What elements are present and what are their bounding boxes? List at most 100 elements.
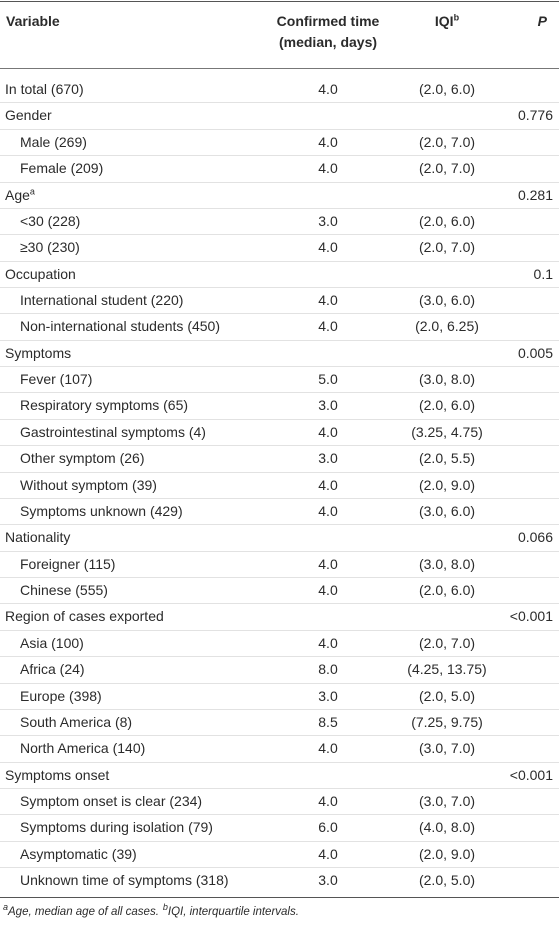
p-cell: 0.066 xyxy=(517,529,553,546)
row-rule xyxy=(0,603,559,605)
iqi-cell: (2.0, 6.0) xyxy=(418,81,476,97)
row-label-text: Symptoms onset xyxy=(5,766,110,783)
row-rule xyxy=(0,339,559,341)
row-rule xyxy=(0,761,559,763)
median-cell: 4.0 xyxy=(318,502,338,519)
row-rule xyxy=(0,260,559,262)
row-label-text: Age xyxy=(5,186,30,203)
row-label-text: Symptoms unknown (429) xyxy=(20,502,183,519)
iqi-cell: (2.0, 7.0) xyxy=(418,160,476,177)
footnote-mark: a xyxy=(3,902,9,913)
footnote: aAge, median age of all cases. xyxy=(3,903,159,918)
row-rule xyxy=(0,313,559,315)
row-label-text: Africa (24) xyxy=(20,661,85,678)
row-rule xyxy=(0,682,559,684)
row-label: <30 (228) xyxy=(20,211,80,231)
row-label-text: Male (269) xyxy=(20,133,87,150)
median-cell: 4.0 xyxy=(318,239,338,256)
iqi-cell: (2.0, 7.0) xyxy=(418,133,476,150)
iqi-cell: (3.0, 7.0) xyxy=(418,740,476,757)
median-cell: 4.0 xyxy=(318,793,338,809)
iqi-cell: (3.0, 6.0) xyxy=(418,292,476,308)
row-label: International student (220) xyxy=(20,290,183,310)
median-cell: 8.0 xyxy=(318,661,338,678)
row-rule xyxy=(0,550,559,552)
median-cell: 4.0 xyxy=(318,740,338,757)
iqi-cell: (2.0, 6.25) xyxy=(415,318,479,335)
row-rule xyxy=(0,814,559,816)
row-label: Without symptom (39) xyxy=(20,475,157,495)
iqi-cell: (2.0, 6.0) xyxy=(418,212,476,229)
row-rule xyxy=(0,524,559,526)
row-label: North America (140) xyxy=(20,738,145,758)
median-cell: 4.0 xyxy=(318,160,338,177)
row-label: Symptoms onset xyxy=(5,765,109,785)
row-label-text: International student (220) xyxy=(20,292,184,308)
footnote: bIQI, interquartile intervals. xyxy=(163,903,299,918)
row-label: Europe (398) xyxy=(20,686,102,706)
row-label-text: Chinese (555) xyxy=(20,582,108,598)
median-cell: 8.5 xyxy=(318,713,338,730)
footnote-mark: b xyxy=(162,902,168,913)
median-cell: 3.0 xyxy=(318,872,338,889)
footnote-text: Age, median age of all cases. xyxy=(8,906,159,918)
row-label: Foreigner (115) xyxy=(20,554,115,574)
p-cell: 0.776 xyxy=(517,107,553,124)
row-label: Gender xyxy=(5,105,52,125)
row-label-text: Fever (107) xyxy=(20,371,93,388)
row-label: Occupation xyxy=(5,264,76,284)
median-cell: 4.0 xyxy=(318,318,338,335)
iqi-cell: (3.25, 4.75) xyxy=(411,423,483,440)
row-label-text: Non-international students (450) xyxy=(20,318,221,335)
row-rule xyxy=(0,128,559,130)
iqi-cell: (2.0, 9.0) xyxy=(418,476,476,493)
row-label: Other symptom (26) xyxy=(20,448,144,468)
row-label: Fever (107) xyxy=(20,369,92,389)
row-label: ≥30 (230) xyxy=(20,237,80,257)
top-rule xyxy=(0,1,559,2)
row-label: Africa (24) xyxy=(20,659,85,679)
row-label: Non-international students (450) xyxy=(20,316,220,336)
header-median: Confirmed time xyxy=(276,13,380,29)
row-label-text: North America (140) xyxy=(20,740,146,757)
row-rule xyxy=(0,497,559,499)
iqi-cell: (3.0, 6.0) xyxy=(418,502,476,519)
row-label-text: Without symptom (39) xyxy=(20,476,157,493)
iqi-cell: (2.0, 6.0) xyxy=(418,582,476,598)
header-iqi-text: IQI xyxy=(434,13,454,29)
row-label: Asymptomatic (39) xyxy=(20,844,137,864)
row-label: Respiratory symptoms (65) xyxy=(20,395,188,415)
row-label-text: Gastrointestinal symptoms (4) xyxy=(20,423,206,440)
row-rule xyxy=(0,735,559,737)
iqi-cell: (2.0, 9.0) xyxy=(418,845,476,862)
median-cell: 4.0 xyxy=(318,476,338,493)
row-label: Male (269) xyxy=(20,132,87,152)
row-label-text: In total (670) xyxy=(5,81,84,97)
median-cell: 3.0 xyxy=(318,397,338,414)
row-rule xyxy=(0,181,559,183)
iqi-cell: (2.0, 5.0) xyxy=(418,872,476,889)
iqi-cell: (4.0, 8.0) xyxy=(418,819,476,836)
row-label: Symptoms unknown (429) xyxy=(20,501,183,521)
row-label-sup: a xyxy=(29,185,35,196)
header-rule xyxy=(0,68,559,69)
row-label: Chinese (555) xyxy=(20,580,108,600)
row-label-text: Female (209) xyxy=(20,160,104,177)
median-cell: 4.0 xyxy=(318,292,338,308)
row-label: Symptoms xyxy=(5,343,71,363)
header-iqi: IQIb xyxy=(407,11,487,31)
p-cell: 0.005 xyxy=(517,344,553,361)
bottom-rule xyxy=(0,897,559,898)
median-cell: 4.0 xyxy=(318,81,338,97)
row-label-text: Europe (398) xyxy=(20,687,102,704)
row-label-text: <30 (228) xyxy=(20,212,81,229)
row-rule xyxy=(0,840,559,842)
header-iqi-sup: b xyxy=(453,12,460,23)
row-label-text: South America (8) xyxy=(20,713,133,730)
row-label: Asia (100) xyxy=(20,633,84,653)
row-label-text: Region of cases exported xyxy=(5,608,164,625)
row-label: In total (670) xyxy=(5,79,84,99)
iqi-cell: (3.0, 8.0) xyxy=(418,555,476,572)
median-cell: 4.0 xyxy=(318,555,338,572)
median-cell: 4.0 xyxy=(318,582,338,598)
